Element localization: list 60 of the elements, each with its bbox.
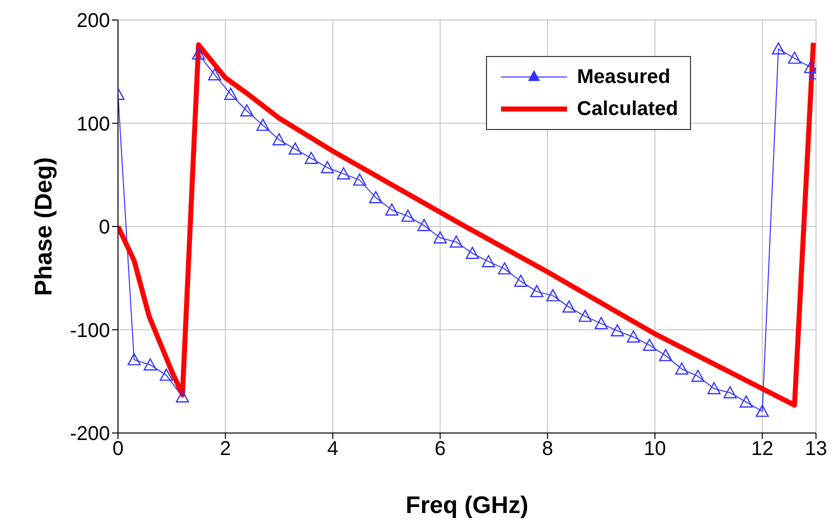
x-axis-title: Freq (GHz) [406, 492, 528, 519]
y-tick-label: -200 [70, 423, 110, 446]
point [562, 300, 576, 313]
point [450, 235, 463, 248]
point [256, 118, 270, 131]
point [723, 386, 737, 398]
point [160, 368, 173, 381]
point [482, 255, 496, 268]
point [385, 203, 398, 216]
point [144, 358, 157, 370]
point [610, 324, 624, 336]
point [272, 133, 286, 146]
point [417, 218, 431, 232]
point [594, 316, 608, 330]
point [466, 246, 479, 259]
y-tick-label: 200 [76, 10, 110, 32]
x-tick-label: 0 [112, 438, 124, 460]
point [675, 362, 688, 375]
x-tick-label: 6 [434, 438, 446, 460]
point [514, 274, 528, 287]
point [530, 284, 544, 298]
point [288, 142, 302, 155]
point [128, 353, 141, 366]
point [498, 262, 512, 274]
point [804, 60, 816, 74]
point [353, 173, 366, 186]
y-tick-label: 0 [98, 216, 110, 239]
y-axis-title: Phase (Deg) [30, 157, 58, 296]
point [772, 42, 786, 55]
point [208, 68, 222, 80]
point [788, 52, 802, 64]
point [659, 348, 672, 362]
legend-label: Calculated [577, 98, 678, 120]
point [320, 161, 334, 174]
point [707, 382, 721, 394]
y-tick-label: 100 [76, 113, 110, 136]
x-tick-label: 2 [220, 438, 231, 460]
x-tick-label: 8 [542, 438, 554, 460]
point [756, 404, 769, 417]
x-tick-label: 10 [644, 438, 666, 460]
point [240, 104, 254, 116]
point [546, 289, 560, 302]
point [304, 152, 318, 164]
y-tick-label: -100 [70, 320, 110, 342]
x-tick-label: 4 [327, 438, 338, 460]
point [578, 310, 592, 322]
point [369, 190, 382, 204]
point [401, 210, 415, 222]
x-tick-label: 13 [804, 438, 828, 460]
point [176, 390, 190, 402]
x-tick-label: 12 [751, 438, 774, 460]
point [740, 395, 753, 408]
point [642, 338, 656, 351]
point [192, 47, 206, 60]
legend-label: Measured [577, 66, 670, 88]
point [336, 167, 350, 180]
point [626, 330, 640, 343]
point [691, 370, 704, 382]
point [434, 231, 447, 244]
point [224, 88, 238, 100]
